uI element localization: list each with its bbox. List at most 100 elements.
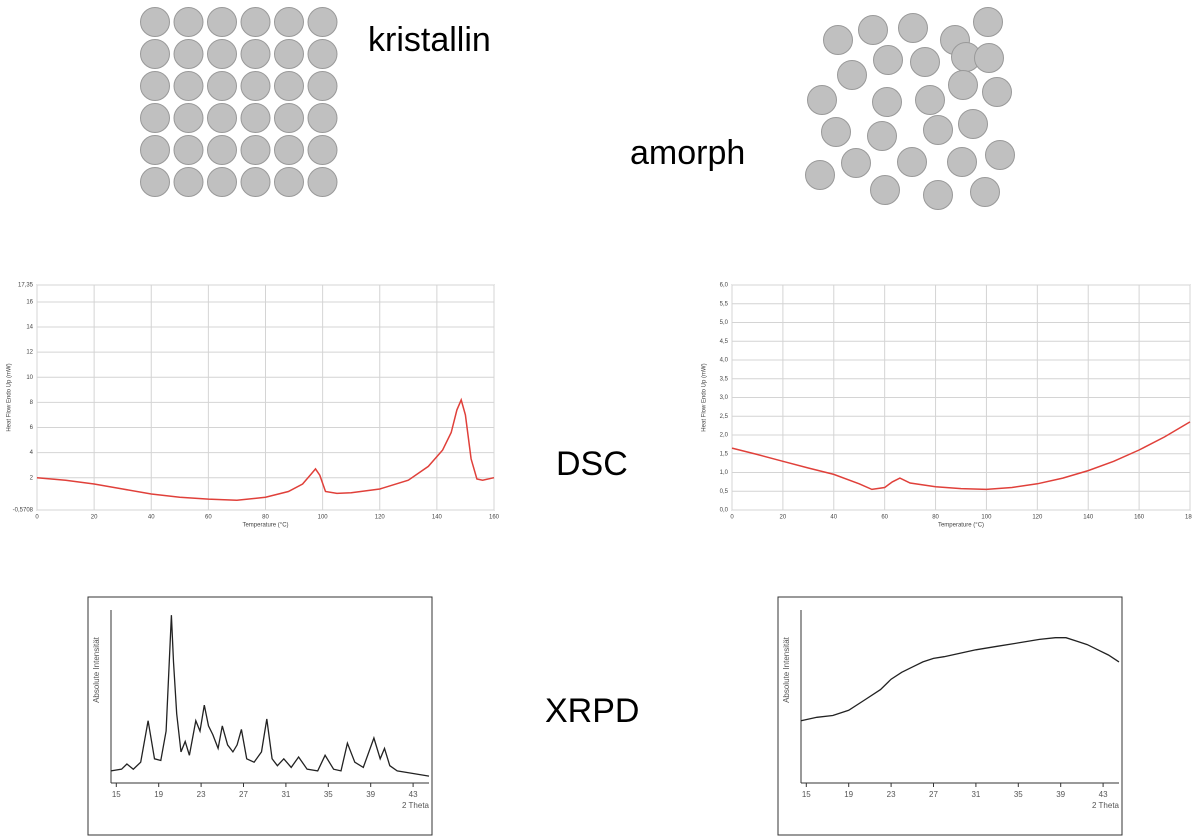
particle [915,85,945,115]
y-tick-label: 0,5 [720,489,729,495]
particle [805,160,835,190]
particle [173,71,204,101]
x-tick-label: 23 [197,790,206,799]
particle [307,103,338,133]
x-tick-label: 140 [1083,515,1094,521]
particle [173,103,204,133]
x-tick-label: 20 [91,515,98,521]
y-tick-label: 8 [30,400,34,406]
y-tick-label: 10 [26,375,33,381]
particle [958,109,988,139]
particle [240,135,271,165]
particle [207,167,237,197]
y-tick-label: 6 [30,425,34,431]
x-axis-label: Temperature (°C) [938,523,984,529]
data-line [800,637,1120,722]
particle [207,103,237,133]
particle [898,13,928,43]
y-tick-label: 3,0 [720,395,729,401]
particle [274,167,304,197]
particle [974,43,1004,73]
particle [867,121,897,151]
x-tick-label: 180 [1185,515,1192,521]
x-tick-label: 160 [1134,515,1145,521]
data-line [110,615,430,777]
particle [910,47,940,77]
particle [947,147,977,177]
x-tick-label: 27 [929,790,938,799]
particle [140,135,170,165]
y-tick-label: 16 [26,300,33,306]
particle-diagrams [140,7,1015,210]
particle [240,71,271,101]
particle [173,39,204,69]
particle [274,7,304,37]
particle [274,71,304,101]
x-tick-label: 80 [932,515,939,521]
y-tick-label: 5,0 [720,320,729,326]
y-tick-label: -0,5708 [13,508,34,514]
particle [173,135,204,165]
particle [923,115,953,145]
y-tick-label: 4,0 [720,358,729,364]
particle [307,167,338,197]
xrpd-frame [777,596,1123,836]
y-tick-label: 2,0 [720,433,729,439]
particle [948,70,978,100]
xrpd-frame [87,596,433,836]
particle [841,148,871,178]
particle [897,147,927,177]
particle [274,135,304,165]
dsc-label: DSC [556,445,628,483]
particle [140,71,170,101]
particle [970,177,1000,207]
x-tick-label: 31 [281,790,290,799]
data-line [731,421,1191,491]
particle [240,103,271,133]
particle [173,7,204,37]
y-tick-label: 4 [30,450,34,456]
x-tick-label: 140 [432,515,443,521]
x-tick-label: 60 [881,515,888,521]
particle [274,103,304,133]
x-tick-label: 39 [1056,790,1065,799]
particle [173,167,204,197]
x-tick-label: 40 [148,515,155,521]
x-tick-label: 0 [730,515,734,521]
x-tick-label: 100 [981,515,992,521]
x-tick-label: 160 [489,515,500,521]
particle [923,180,953,210]
y-axis-label: Absolute Intensität [92,636,101,703]
data-line [36,397,495,502]
x-tick-label: 43 [1099,790,1108,799]
y-tick-label: 5,5 [720,301,729,307]
x-tick-label: 39 [366,790,375,799]
x-axis-label: 2 Theta [1092,801,1120,810]
particle [858,15,888,45]
particle [240,39,271,69]
x-tick-label: 19 [844,790,853,799]
crystalline-label: kristallin [368,21,491,59]
particle [985,140,1015,170]
y-tick-label: 1,0 [720,470,729,476]
particle [240,167,271,197]
x-tick-label: 19 [154,790,163,799]
particle [140,103,170,133]
x-tick-label: 15 [802,790,811,799]
particle [872,87,902,117]
x-tick-label: 43 [409,790,418,799]
y-axis-label: Absolute Intensität [782,636,791,703]
y-tick-label: 14 [26,325,33,331]
particle [140,39,170,69]
x-tick-label: 15 [112,790,121,799]
y-axis-label: Heat Flow Endo Up (mW) [702,363,708,431]
particle [140,7,170,37]
x-tick-label: 27 [239,790,248,799]
x-tick-label: 120 [375,515,386,521]
particle [982,77,1012,107]
y-tick-label: 2 [30,475,34,481]
x-tick-label: 23 [887,790,896,799]
x-axis-label: 2 Theta [402,801,430,810]
particle [240,7,271,37]
x-tick-label: 31 [971,790,980,799]
